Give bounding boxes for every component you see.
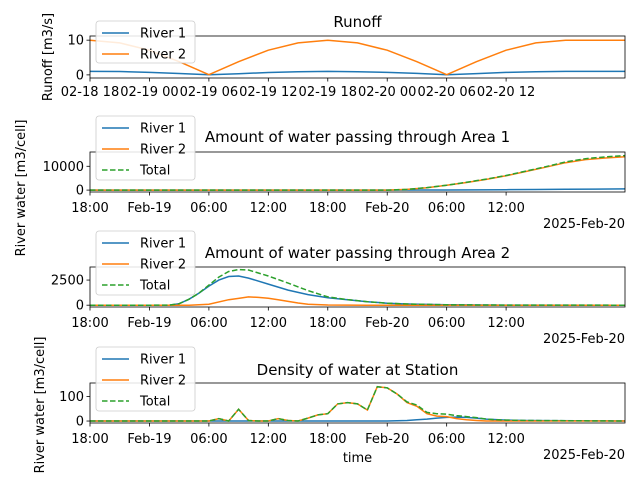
x-tick-label: 12:00 xyxy=(250,432,287,447)
shared-ylabel: River water [m3/cell] xyxy=(14,120,29,257)
x-tick-label: 02-19 06 xyxy=(180,85,238,100)
subplot-2: 18:00 Feb-19 06:00 12:00 18:00 Feb-20 06:00 12:… xyxy=(43,115,626,232)
y-tick-label: 0 xyxy=(76,68,84,83)
x-tick-label: Feb-20 xyxy=(365,201,409,216)
x-tick-label: 12:00 xyxy=(487,432,524,447)
legend-entry: River 2 xyxy=(140,374,186,389)
x-tick-label: 18:00 xyxy=(309,201,346,216)
chart-title: Amount of water passing through Area 1 xyxy=(205,128,510,146)
legend-entry: River 2 xyxy=(140,48,186,63)
y-tick-label: 0 xyxy=(76,299,84,314)
legend-entry: River 2 xyxy=(140,143,186,158)
legend-entry: River 1 xyxy=(140,353,186,368)
chart-title: Density of water at Station xyxy=(257,361,459,379)
subplot-3: 18:00 Feb-19 06:00 12:00 18:00 Feb-20 06:00 12:… xyxy=(51,230,626,347)
y-tick-label: 10000 xyxy=(43,160,84,175)
legend: River 1 River 2 Total xyxy=(95,115,196,181)
x-tick-label: 06:00 xyxy=(190,432,227,447)
series-line-total xyxy=(90,268,625,306)
x-tick-label: Feb-19 xyxy=(127,201,171,216)
x-tick-label: 02-19 12 xyxy=(239,85,297,100)
legend-entry: River 2 xyxy=(140,258,186,273)
legend-entry: River 1 xyxy=(140,27,186,42)
x-tick-label: Feb-20 xyxy=(365,432,409,447)
x-tick-label: Feb-19 xyxy=(127,432,171,447)
legend-entry: Total xyxy=(139,164,170,179)
x-tick-label: 12:00 xyxy=(487,201,524,216)
series-line-total xyxy=(90,385,625,422)
series-line-river-2 xyxy=(90,296,625,306)
subplot-1: 02-18 18 02-19 00 02-19 06 02-19 12 02-19 18… xyxy=(41,13,626,101)
axes-frame xyxy=(89,151,626,193)
x-tick-label: 02-18 18 xyxy=(61,85,119,100)
x-tick-label: 06:00 xyxy=(428,201,465,216)
series-line-river-1 xyxy=(90,70,625,76)
x-tick-label: 02-20 12 xyxy=(477,85,535,100)
axes-frame xyxy=(89,382,626,424)
y-tick-label: 0 xyxy=(76,184,84,199)
legend-box xyxy=(95,20,196,64)
y-tick-label: 2500 xyxy=(51,274,84,289)
x-offset-label: 2025-Feb-20 xyxy=(543,332,625,347)
chart-title: Runoff xyxy=(333,13,382,31)
y-axis-label: River water [m3/cell] xyxy=(33,337,48,474)
x-tick-label: 12:00 xyxy=(250,201,287,216)
legend-box xyxy=(95,230,196,296)
axes-frame xyxy=(89,35,626,79)
chart-title: Amount of water passing through Area 2 xyxy=(205,244,510,262)
y-tick-label: 100 xyxy=(59,390,84,405)
x-tick-label: 02-20 06 xyxy=(417,85,475,100)
legend-entry: Total xyxy=(139,395,170,410)
legend-box xyxy=(95,115,196,181)
x-tick-label: Feb-19 xyxy=(127,316,171,331)
x-axis-label: time xyxy=(343,451,372,466)
x-tick-label: 12:00 xyxy=(487,316,524,331)
x-tick-label: 06:00 xyxy=(428,432,465,447)
x-tick-label: 02-20 00 xyxy=(358,85,416,100)
x-offset-label: 2025-Feb-20 xyxy=(543,217,625,232)
x-tick-label: 18:00 xyxy=(309,432,346,447)
subplot-4: 18:00 Feb-19 06:00 12:00 18:00 Feb-20 06:00 12:… xyxy=(33,337,626,474)
x-tick-label: 02-19 00 xyxy=(120,85,178,100)
y-tick-label: 10 xyxy=(67,34,84,49)
x-tick-label: 18:00 xyxy=(309,316,346,331)
legend-box xyxy=(95,346,196,412)
legend-entry: River 1 xyxy=(140,237,186,252)
x-tick-label: 18:00 xyxy=(71,201,108,216)
x-tick-label: 18:00 xyxy=(71,316,108,331)
axes-frame xyxy=(89,266,626,308)
x-tick-label: 02-19 18 xyxy=(299,85,357,100)
x-tick-label: 06:00 xyxy=(190,316,227,331)
x-tick-label: 06:00 xyxy=(190,201,227,216)
x-tick-label: 12:00 xyxy=(250,316,287,331)
x-offset-label: 2025-Feb-20 xyxy=(543,448,625,463)
legend-entry: Total xyxy=(139,279,170,294)
legend: River 1 River 2 Total xyxy=(95,346,196,412)
series-line-total xyxy=(90,154,625,191)
y-axis-label: Runoff [m3/s] xyxy=(41,13,56,101)
x-tick-label: 18:00 xyxy=(71,432,108,447)
legend: River 1 River 2 xyxy=(95,20,196,64)
y-tick-label: 0 xyxy=(76,415,84,430)
x-tick-label: Feb-20 xyxy=(365,316,409,331)
legend: River 1 River 2 Total xyxy=(95,230,196,296)
x-tick-label: 06:00 xyxy=(428,316,465,331)
legend-entry: River 1 xyxy=(140,122,186,137)
